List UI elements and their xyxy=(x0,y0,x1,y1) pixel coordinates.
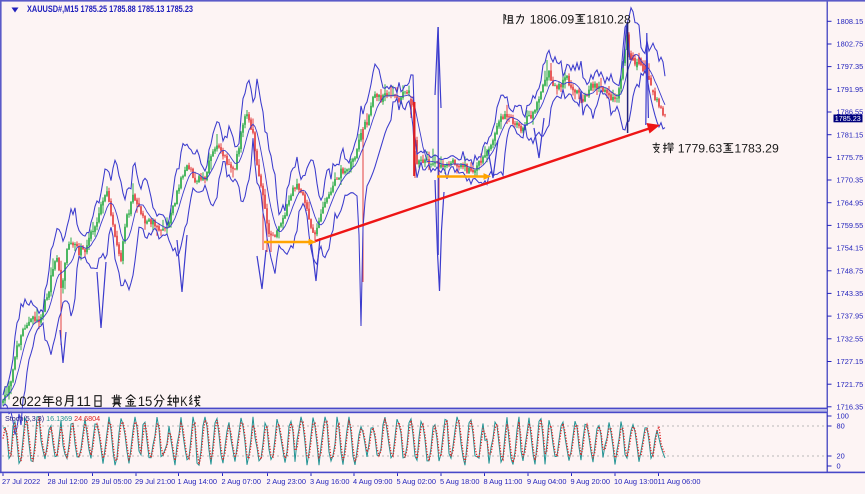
svg-text:1737.95: 1737.95 xyxy=(837,312,864,321)
svg-text:2 Aug 23:00: 2 Aug 23:00 xyxy=(267,477,306,486)
svg-text:80: 80 xyxy=(837,422,845,431)
svg-text:1779.63: 1779.63 xyxy=(678,141,723,155)
svg-text:4 Aug 09:00: 4 Aug 09:00 xyxy=(353,477,392,486)
svg-text:K: K xyxy=(180,393,188,409)
svg-text:1754.15: 1754.15 xyxy=(837,244,864,253)
svg-text:5 Aug 02:00: 5 Aug 02:00 xyxy=(397,477,436,486)
svg-text:2022: 2022 xyxy=(12,393,41,409)
svg-text:1764.95: 1764.95 xyxy=(837,198,864,207)
svg-text:1797.35: 1797.35 xyxy=(837,62,864,71)
svg-text:11 Aug 06:00: 11 Aug 06:00 xyxy=(658,477,701,486)
svg-text:1716.35: 1716.35 xyxy=(837,402,864,411)
svg-text:1810.28: 1810.28 xyxy=(586,12,631,26)
svg-text:1732.55: 1732.55 xyxy=(837,334,864,343)
svg-text:5 Aug 18:00: 5 Aug 18:00 xyxy=(440,477,479,486)
svg-text:15: 15 xyxy=(138,393,153,409)
svg-text:1 Aug 14:00: 1 Aug 14:00 xyxy=(178,477,217,486)
svg-text:0: 0 xyxy=(837,462,841,471)
svg-text:1759.55: 1759.55 xyxy=(837,221,864,230)
svg-text:3 Aug 16:00: 3 Aug 16:00 xyxy=(310,477,349,486)
svg-text:9 Aug 20:00: 9 Aug 20:00 xyxy=(571,477,610,486)
svg-text:11: 11 xyxy=(76,393,91,409)
svg-text:20: 20 xyxy=(837,452,845,461)
svg-text:Stoch(5,3,3) 16.1369 24.6804: Stoch(5,3,3) 16.1369 24.6804 xyxy=(5,414,100,423)
svg-text:9 Aug 04:00: 9 Aug 04:00 xyxy=(527,477,566,486)
svg-text:1783.29: 1783.29 xyxy=(734,141,779,155)
svg-text:29 Jul 21:00: 29 Jul 21:00 xyxy=(135,477,175,486)
svg-text:1775.75: 1775.75 xyxy=(837,153,864,162)
svg-text:1808.15: 1808.15 xyxy=(837,17,864,26)
svg-text:8: 8 xyxy=(55,393,62,409)
svg-text:1748.75: 1748.75 xyxy=(837,266,864,275)
svg-text:1806.09: 1806.09 xyxy=(530,12,575,26)
svg-text:100: 100 xyxy=(837,412,849,421)
svg-text:1770.35: 1770.35 xyxy=(837,176,864,185)
svg-text:1721.75: 1721.75 xyxy=(837,380,864,389)
svg-text:28 Jul 12:00: 28 Jul 12:00 xyxy=(48,477,88,486)
svg-text:10 Aug 13:00: 10 Aug 13:00 xyxy=(614,477,658,486)
svg-text:1743.35: 1743.35 xyxy=(837,289,864,298)
svg-text:XAUUSD#,M15 1785.25 1785.88 1: XAUUSD#,M15 1785.25 1785.88 1785.13 1785… xyxy=(27,4,193,14)
svg-text:27 Jul 2022: 27 Jul 2022 xyxy=(2,477,40,486)
svg-text:1786.55: 1786.55 xyxy=(837,108,864,117)
svg-text:1727.15: 1727.15 xyxy=(837,357,864,366)
svg-text:8 Aug 11:00: 8 Aug 11:00 xyxy=(484,477,523,486)
svg-text:1791.95: 1791.95 xyxy=(837,85,864,94)
svg-text:1781.15: 1781.15 xyxy=(837,130,864,139)
svg-text:1785.23: 1785.23 xyxy=(835,114,861,123)
svg-text:2 Aug 07:00: 2 Aug 07:00 xyxy=(222,477,261,486)
svg-text:29 Jul 05:00: 29 Jul 05:00 xyxy=(92,477,132,486)
svg-text:1802.75: 1802.75 xyxy=(837,40,864,49)
